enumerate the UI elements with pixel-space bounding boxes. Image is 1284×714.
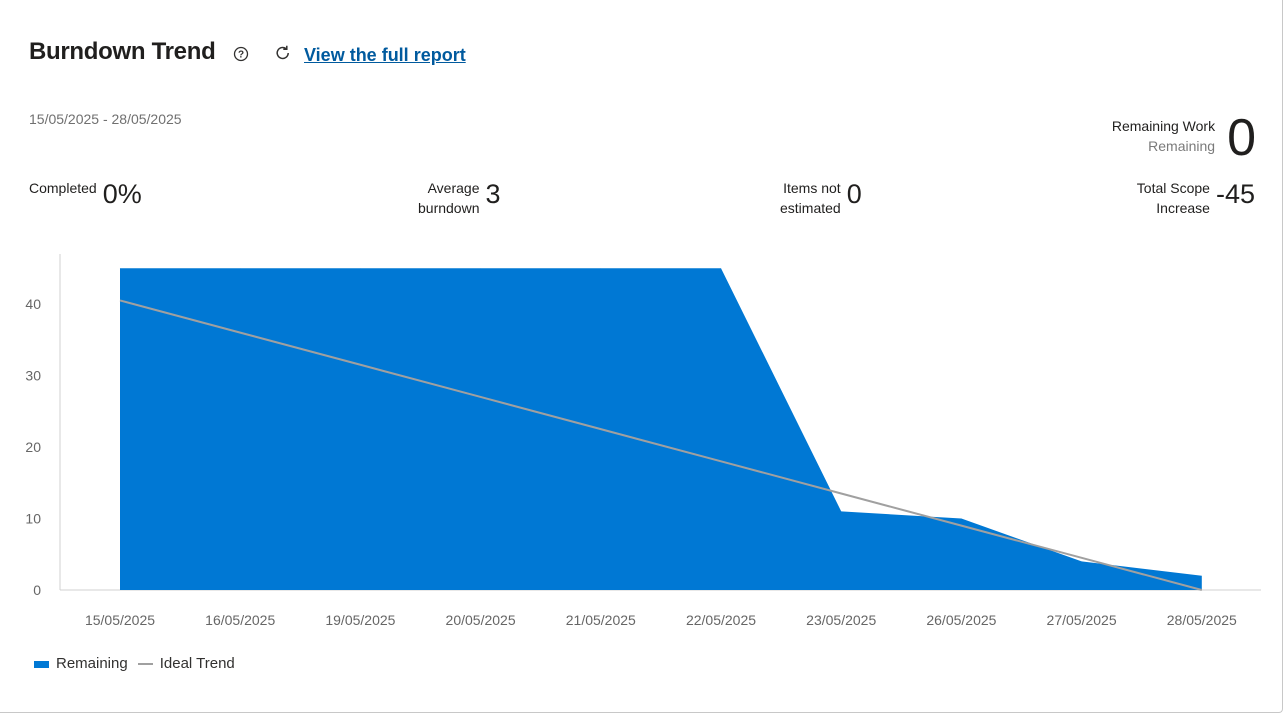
x-tick-label: 26/05/2025 [926, 612, 996, 628]
refresh-icon[interactable] [274, 44, 292, 62]
stat-total-scope-increase-value: -45 [1215, 179, 1255, 209]
stat-average-burndown-value: 3 [485, 179, 501, 209]
legend-label-ideal-trend: Ideal Trend [159, 655, 235, 672]
stat-items-not-estimated-value: 0 [846, 179, 862, 209]
legend-label-remaining: Remaining [56, 655, 128, 672]
legend-item-ideal-trend[interactable]: Ideal Trend [137, 655, 235, 672]
remaining-area [120, 268, 1202, 590]
stat-total-scope-increase-label-2: Increase [1156, 200, 1210, 216]
x-tick-label: 28/05/2025 [1167, 612, 1237, 628]
y-tick-label: 40 [25, 296, 41, 312]
x-tick-label: 21/05/2025 [566, 612, 636, 628]
stat-total-scope-increase: Total Scope Increase -45 [1137, 178, 1255, 218]
legend-swatch-remaining [34, 661, 49, 668]
y-tick-label: 20 [25, 439, 41, 455]
y-tick-label: 0 [33, 582, 41, 598]
remaining-work-summary: Remaining Work Remaining 0 [1112, 108, 1256, 168]
x-tick-label: 15/05/2025 [85, 612, 155, 628]
stat-average-burndown: Average burndown 3 [418, 178, 501, 218]
x-tick-label: 16/05/2025 [205, 612, 275, 628]
stat-completed-value: 0% [102, 179, 142, 209]
stat-items-not-estimated-label-1: Items not [783, 180, 841, 196]
stat-items-not-estimated-label-2: estimated [780, 200, 841, 216]
burndown-chart: 0 10 20 30 40 15/05/2025 16/05/2025 19/05/2025 2… [25, 254, 1261, 628]
x-tick-label: 23/05/2025 [806, 612, 876, 628]
stat-completed-label: Completed [29, 180, 97, 196]
remaining-work-sublabel: Remaining [1148, 138, 1216, 154]
stat-average-burndown-label-1: Average [427, 180, 480, 196]
svg-text:?: ? [238, 50, 244, 61]
x-tick-label: 27/05/2025 [1047, 612, 1117, 628]
y-tick-label: 30 [25, 368, 41, 384]
view-full-report-link[interactable]: View the full report [304, 45, 466, 65]
remaining-work-value: 0 [1227, 109, 1256, 167]
widget-title: Burndown Trend [29, 38, 216, 65]
stat-total-scope-increase-label-1: Total Scope [1136, 180, 1210, 196]
x-tick-label: 19/05/2025 [325, 612, 395, 628]
x-tick-label: 20/05/2025 [446, 612, 516, 628]
stat-items-not-estimated: Items not estimated 0 [780, 178, 862, 218]
x-tick-label: 22/05/2025 [686, 612, 756, 628]
ideal-trend-line [119, 299, 1203, 591]
stat-completed: Completed 0% [29, 178, 142, 210]
legend-swatch-ideal-trend [137, 662, 153, 665]
date-range: 15/05/2025 - 28/05/2025 [29, 111, 182, 127]
remaining-work-label: Remaining Work [1111, 118, 1216, 134]
legend-item-remaining[interactable]: Remaining [34, 655, 128, 672]
help-circle-icon[interactable]: ? [233, 46, 249, 62]
chart-legend: Remaining Ideal Trend [34, 655, 245, 672]
y-tick-label: 10 [25, 511, 41, 527]
stat-average-burndown-label-2: burndown [418, 200, 480, 216]
